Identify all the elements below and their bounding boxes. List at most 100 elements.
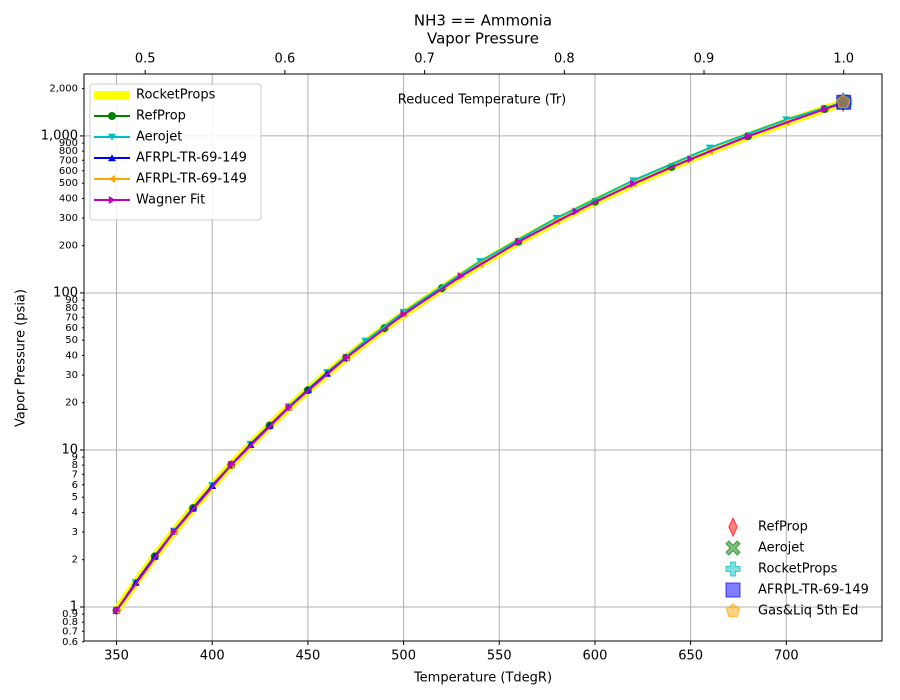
- legend-label: Aerojet: [136, 130, 182, 145]
- y-tick-label: 8: [72, 460, 78, 471]
- x-tick-label: 700: [774, 649, 799, 664]
- legend-label: Aerojet: [758, 541, 804, 556]
- marker: [113, 606, 121, 615]
- legend-label: RocketProps: [136, 88, 216, 103]
- x-tick-label: 350: [104, 649, 129, 664]
- y-tick-label: 3: [72, 527, 78, 538]
- y-tick-label: 900: [59, 138, 78, 149]
- legend-marker: [108, 112, 116, 120]
- marker: [150, 552, 159, 560]
- y-tick-label: 30: [65, 370, 78, 381]
- y-tick-label: 300: [59, 213, 78, 224]
- series-line: [115, 101, 845, 612]
- y-tick-label: 90: [65, 295, 78, 306]
- marker: [782, 116, 791, 124]
- marker: [476, 258, 485, 265]
- marker: [285, 403, 293, 412]
- marker: [629, 177, 638, 185]
- y-tick-label: 9: [72, 452, 78, 463]
- x2-tick-label: 0.6: [275, 52, 296, 67]
- marker: [821, 105, 829, 114]
- legend-marker: [725, 561, 741, 577]
- y-tick-label: 1: [70, 599, 78, 614]
- legend-label: Gas&Liq 5th Ed: [758, 604, 858, 619]
- legend-label: AFRPL-TR-69-149: [136, 172, 247, 187]
- y-tick-label: 80: [65, 303, 78, 314]
- y-tick-label: 0.6: [62, 637, 78, 648]
- y-tick-label: 400: [59, 193, 78, 204]
- marker: [744, 132, 752, 141]
- y-tick-label: 100: [53, 285, 78, 300]
- legend-marker: [725, 582, 741, 598]
- x-tick-label: 400: [200, 649, 225, 664]
- chart-subtitle: Vapor Pressure: [427, 30, 539, 48]
- legend-marker: [725, 540, 741, 556]
- y-tick-label: 70: [65, 312, 78, 323]
- x-tick-label: 600: [583, 649, 608, 664]
- x2-tick-label: 0.7: [414, 52, 435, 67]
- plot-frame: [83, 73, 883, 642]
- legend-box: [89, 83, 262, 221]
- marker: [170, 527, 178, 536]
- legend-marker: [108, 154, 116, 162]
- x-tick-label: 500: [391, 649, 416, 664]
- y-tick-label: 700: [59, 155, 78, 166]
- legend-label: AFRPL-TR-69-149: [136, 151, 247, 166]
- y-tick-label: 10: [61, 442, 78, 457]
- legend-marker: [725, 603, 741, 618]
- x2-tick-label: 0.9: [694, 52, 715, 67]
- marker: [572, 207, 580, 216]
- y-tick-label: 2,000: [49, 84, 78, 95]
- y-tick-label: 0.8: [62, 617, 78, 628]
- y-tick-label: 7: [72, 469, 78, 480]
- marker: [131, 578, 140, 586]
- y-tick-label: 0.7: [62, 626, 78, 637]
- y-tick-label: 50: [65, 335, 78, 346]
- y-tick-label: 500: [59, 178, 78, 189]
- x2-tick-label: 0.8: [554, 52, 575, 67]
- y-tick-label: 60: [65, 323, 78, 334]
- x-tick-label: 550: [487, 649, 512, 664]
- marker: [361, 337, 370, 345]
- marker: [342, 353, 350, 362]
- marker: [687, 155, 695, 164]
- marker: [228, 460, 235, 469]
- legend-label: AFRPL-TR-69-149: [758, 583, 869, 598]
- x-tick-label: 650: [678, 649, 703, 664]
- y-tick-label: 6: [72, 480, 78, 491]
- y-tick-label: 2: [72, 555, 78, 566]
- legend-marker: [728, 516, 738, 538]
- y-tick-label: 1,000: [41, 128, 78, 143]
- legend-label: RocketProps: [758, 562, 838, 577]
- y-tick-label: 5: [72, 492, 78, 503]
- marker: [400, 310, 408, 319]
- x-tick-label: 450: [295, 649, 320, 664]
- y-tick-label: 600: [59, 166, 78, 177]
- marker: [515, 237, 522, 246]
- x2-tick-label: 1.0: [833, 52, 854, 67]
- legend-marker: [108, 133, 116, 141]
- marker: [552, 214, 561, 222]
- y-tick-label: 40: [65, 350, 78, 361]
- plot-area: [112, 91, 853, 615]
- marker: [705, 144, 714, 152]
- annotation: Reduced Temperature (Tr): [398, 93, 566, 108]
- legend-marker: [108, 196, 116, 204]
- legend-label: RefProp: [758, 520, 808, 535]
- legend-label: RefProp: [136, 109, 186, 124]
- marker: [630, 179, 637, 188]
- legend-label: Wagner Fit: [136, 193, 205, 208]
- scatter-point: [836, 94, 851, 109]
- y-tick-label: 0.9: [62, 609, 78, 620]
- legend-marker: [108, 175, 116, 183]
- y-axis-label: Vapor Pressure (psia): [14, 289, 29, 427]
- y-tick-label: 800: [59, 146, 78, 157]
- x-axis-label: Temperature (TdegR): [413, 671, 552, 686]
- y-tick-label: 20: [65, 398, 78, 409]
- chart-title: NH3 == Ammonia: [414, 12, 552, 30]
- y-tick-label: 200: [59, 241, 78, 252]
- marker: [457, 272, 465, 281]
- x2-tick-label: 0.5: [135, 52, 156, 67]
- y-tick-label: 4: [72, 507, 78, 518]
